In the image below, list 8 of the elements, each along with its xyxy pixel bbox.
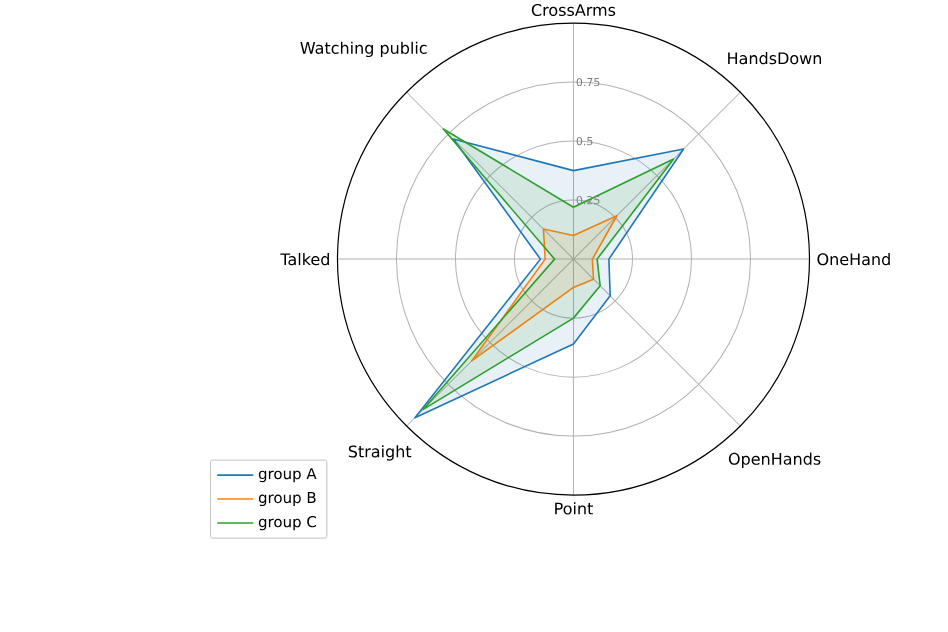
spoke-label: Watching public — [300, 41, 427, 58]
spoke-label: OneHand — [817, 252, 890, 266]
spoke-label: Talked — [280, 252, 329, 266]
spoke-label: Straight — [348, 445, 412, 461]
spoke-label: OpenHands — [728, 452, 821, 468]
spoke-label: Point — [555, 502, 593, 515]
spoke-label: CrossArms — [531, 3, 616, 17]
spoke-label: HandsDown — [728, 51, 822, 65]
